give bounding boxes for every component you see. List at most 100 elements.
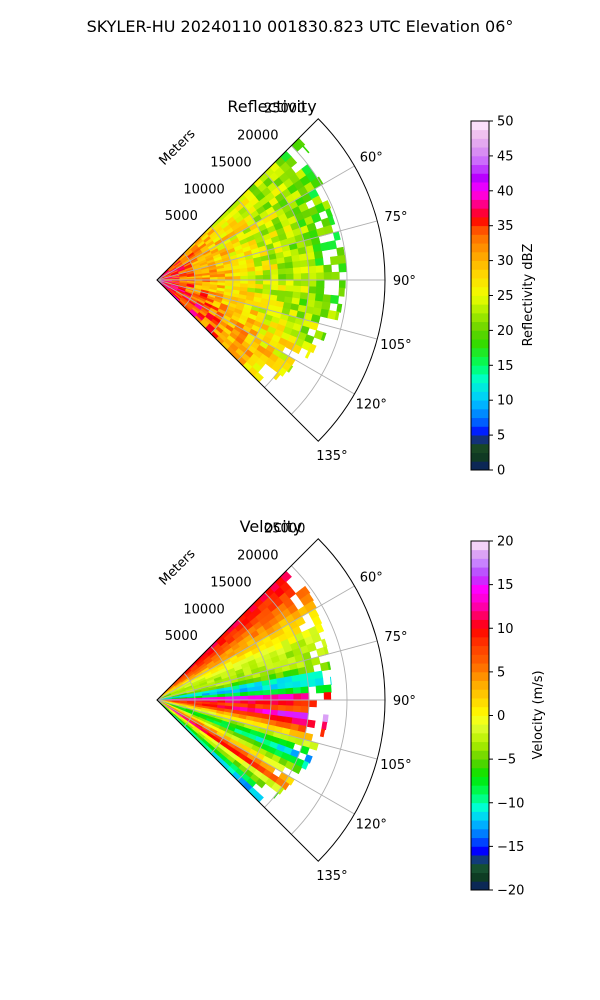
colorbar-segment [471,689,489,699]
velocity-colorbar-label: Velocity (m/s) [531,670,546,759]
reflectivity-colorbar: 0 5 10 15 20 25 30 35 40 45 50 [470,115,514,479]
colorbar-segment [471,330,489,340]
colorbar-tick-label: −5 [497,753,516,768]
colorbar-segment [471,321,489,331]
colorbar-segment [471,558,489,568]
colorbar-segment [471,155,489,166]
radial-tick-label: 10000 [183,182,224,197]
colorbar-segment [471,785,489,795]
sector-outline [156,538,386,862]
colorbar-segment [471,715,489,725]
azimuth-gridline [156,279,378,340]
azimuth-tick-label: 60° [360,150,383,165]
colorbar-segment [471,741,489,751]
colorbar-segment [471,732,489,743]
colorbar-segment [471,365,489,375]
colorbar-tick-label: 25 [497,289,514,304]
colorbar-segment [471,121,489,131]
colorbar-segment [471,820,489,830]
colorbar-segment [471,575,489,586]
colorbar-segment [471,593,489,603]
azimuth-tick-label: 105° [380,758,411,773]
colorbar-segment [471,417,489,427]
azimuth-tick-label: 135° [316,869,347,884]
colorbar-segment [471,811,489,821]
colorbar-segment [471,837,489,847]
azimuth-tick-label: 105° [380,338,411,353]
azimuth-tick-label: 60° [360,570,383,585]
colorbar-segment [471,339,489,349]
reflectivity-title: Reflectivity [227,97,316,116]
colorbar-segment [471,567,489,577]
colorbar-segment [471,278,489,288]
colorbar-tick-label: 15 [497,359,514,374]
colorbar-segment [471,251,489,261]
colorbar-segment [471,584,489,594]
azimuth-tick-label: 75° [384,210,407,225]
colorbar-segment [471,828,489,839]
colorbar-segment [471,304,489,314]
azimuth-gridline [156,699,355,815]
colorbar-segment [471,129,489,139]
velocity-axes: 5000 10000 15000 20000 25000 60° 75° 90° 105° 120… [156,522,416,884]
colorbar-segment [471,767,489,777]
colorbar-segment [471,636,489,647]
radial-tick-label: 15000 [210,575,251,590]
velocity-title: Velocity [240,517,303,536]
colorbar-segment [471,164,489,174]
colorbar-tick-label: −20 [497,884,524,899]
colorbar-segment [471,706,489,716]
radial-tick-label: 25000 [264,102,305,117]
colorbar-segment [471,374,489,384]
colorbar-segment [471,138,489,148]
colorbar-segment [471,260,489,270]
colorbar-segment [471,750,489,760]
colorbar-segment [471,663,489,673]
colorbar-segment [471,426,489,436]
colorbar-segment [471,443,489,453]
colorbar-segment [471,269,489,279]
colorbar-segment [471,234,489,244]
colorbar-segment [471,863,489,873]
colorbar-segment [471,881,489,891]
colorbar-segment [471,286,489,296]
radial-tick-label: 25000 [264,522,305,537]
colorbar-segment [471,295,489,305]
azimuth-gridline [156,165,355,281]
azimuth-tick-label: 75° [384,630,407,645]
reflectivity-panel: Reflectivity 5000 10000 15000 20000 25000 60°… [156,97,536,479]
colorbar-segment [471,461,489,471]
radial-tick-label: 10000 [183,602,224,617]
colorbar-tick-label: 10 [497,394,514,409]
colorbar-segment [471,400,489,410]
colorbar-segment [471,698,489,708]
azimuth-gridline [156,640,378,701]
colorbar-segment [471,619,489,629]
azimuth-tick-label: 120° [356,818,387,833]
colorbar-tick-label: 0 [497,709,505,724]
colorbar-segment [471,645,489,655]
colorbar-segment [471,225,489,235]
colorbar-segment [471,408,489,419]
colorbar-segment [471,724,489,734]
azimuth-gridline [156,585,355,701]
colorbar-tick-label: −10 [497,796,524,811]
radial-tick-label: 15000 [210,155,251,170]
colorbar-segment [471,347,489,357]
colorbar-segment [471,243,489,253]
velocity-radial-axis-label: Meters [157,546,199,588]
colorbar-segment [471,549,489,559]
colorbar-segment [471,610,489,620]
azimuth-tick-label: 120° [356,398,387,413]
colorbar-segment [471,208,489,218]
colorbar-segment [471,356,489,366]
colorbar-segment [471,759,489,769]
colorbar-segment [471,628,489,638]
colorbar-tick-label: 5 [497,665,505,680]
colorbar-segment [471,190,489,200]
colorbar-tick-label: 45 [497,149,514,164]
colorbar-tick-label: 50 [497,115,514,130]
colorbar-segment [471,173,489,183]
colorbar-segment [471,855,489,865]
colorbar-tick-label: 20 [497,324,514,339]
